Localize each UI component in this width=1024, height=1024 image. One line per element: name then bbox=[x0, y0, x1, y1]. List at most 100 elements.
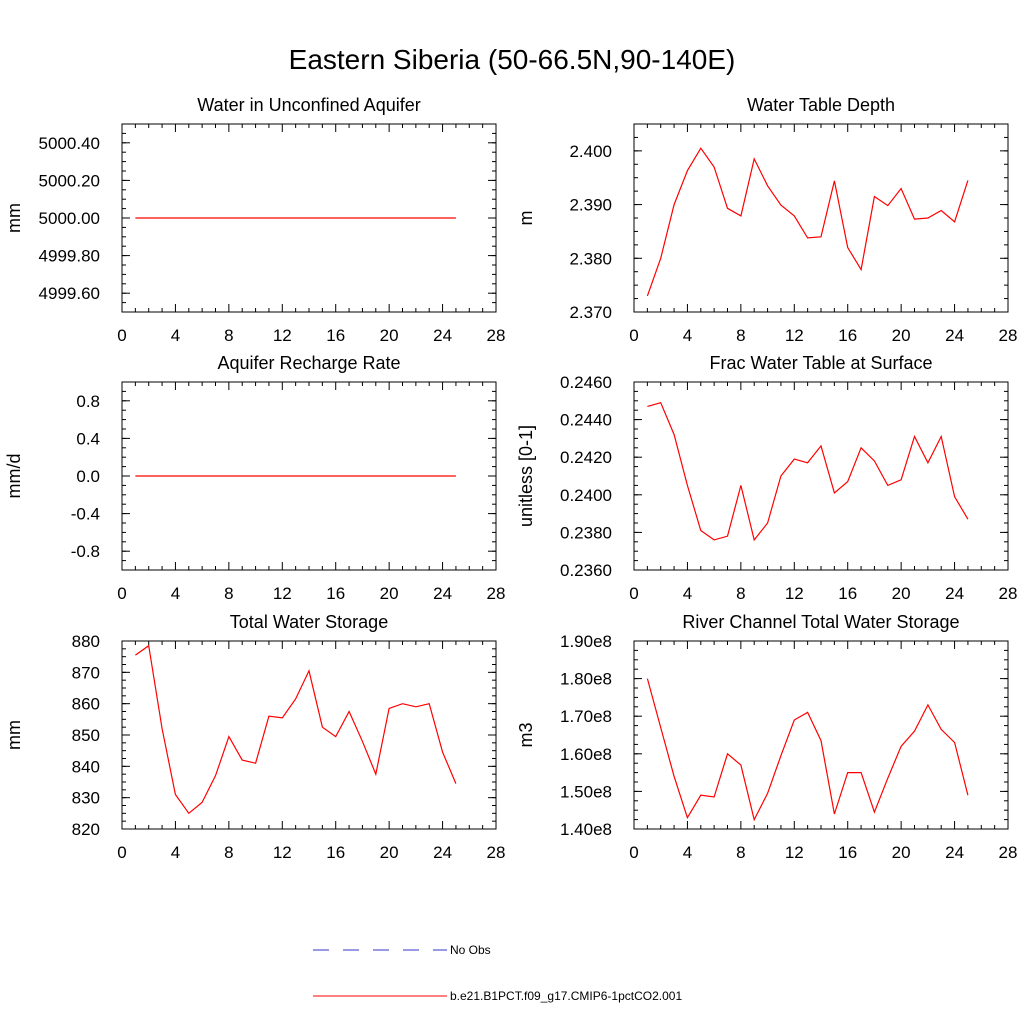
x-tick-label: 28 bbox=[487, 584, 506, 603]
y-axis-label: mm/d bbox=[4, 454, 24, 499]
y-tick-label: 0.8 bbox=[76, 392, 100, 411]
x-tick-label: 16 bbox=[326, 584, 345, 603]
x-tick-label: 12 bbox=[273, 843, 292, 862]
x-tick-label: 4 bbox=[683, 843, 692, 862]
panel-title: Water Table Depth bbox=[747, 95, 895, 115]
x-tick-label: 8 bbox=[224, 584, 233, 603]
x-tick-label: 4 bbox=[171, 326, 180, 345]
y-tick-label: 0.2360 bbox=[560, 561, 612, 580]
x-tick-label: 28 bbox=[487, 843, 506, 862]
legend-label-no-obs: No Obs bbox=[450, 943, 491, 957]
x-tick-label: 20 bbox=[892, 843, 911, 862]
panel-title: River Channel Total Water Storage bbox=[682, 612, 959, 632]
y-tick-label: 0.2420 bbox=[560, 448, 612, 467]
y-tick-label: 2.390 bbox=[569, 196, 612, 215]
y-tick-label: 2.400 bbox=[569, 142, 612, 161]
panel-title: Total Water Storage bbox=[230, 612, 388, 632]
y-tick-label: 870 bbox=[72, 663, 100, 682]
plot-frame bbox=[633, 123, 1009, 313]
y-tick-label: 840 bbox=[72, 757, 100, 776]
y-tick-label: 1.90e8 bbox=[560, 632, 612, 651]
x-tick-label: 4 bbox=[683, 584, 692, 603]
x-tick-label: 0 bbox=[117, 584, 126, 603]
y-tick-label: 1.80e8 bbox=[560, 670, 612, 689]
y-tick-label: 880 bbox=[72, 632, 100, 651]
plot-frame bbox=[633, 640, 1009, 830]
x-tick-label: 12 bbox=[785, 843, 804, 862]
series-line bbox=[135, 644, 457, 815]
x-tick-label: 12 bbox=[273, 584, 292, 603]
x-tick-label: 0 bbox=[629, 584, 638, 603]
x-tick-label: 20 bbox=[892, 584, 911, 603]
panel-title: Frac Water Table at Surface bbox=[709, 353, 932, 373]
x-tick-label: 16 bbox=[838, 326, 857, 345]
x-tick-label: 28 bbox=[999, 326, 1018, 345]
x-tick-label: 12 bbox=[273, 326, 292, 345]
x-tick-label: 8 bbox=[736, 843, 745, 862]
y-tick-label: 850 bbox=[72, 726, 100, 745]
x-tick-label: 24 bbox=[433, 843, 452, 862]
series-line bbox=[647, 401, 969, 542]
y-tick-label: 0.2440 bbox=[560, 411, 612, 430]
y-tick-label: -0.8 bbox=[71, 542, 100, 561]
y-axis-label: unitless [0-1] bbox=[516, 425, 536, 527]
x-tick-label: 28 bbox=[999, 843, 1018, 862]
y-tick-label: 5000.40 bbox=[39, 134, 100, 153]
y-tick-label: 830 bbox=[72, 789, 100, 808]
x-tick-label: 16 bbox=[838, 843, 857, 862]
y-tick-label: 1.40e8 bbox=[560, 820, 612, 839]
x-tick-label: 28 bbox=[999, 584, 1018, 603]
x-tick-label: 28 bbox=[487, 326, 506, 345]
y-axis-label: m bbox=[516, 211, 536, 226]
series-line bbox=[646, 147, 969, 297]
y-tick-label: 4999.60 bbox=[39, 284, 100, 303]
x-tick-label: 12 bbox=[785, 584, 804, 603]
panel-title: Aquifer Recharge Rate bbox=[217, 353, 400, 373]
y-tick-label: 0.4 bbox=[76, 429, 100, 448]
y-tick-label: 1.70e8 bbox=[560, 707, 612, 726]
x-tick-label: 16 bbox=[326, 843, 345, 862]
legend-label-model-run: b.e21.B1PCT.f09_g17.CMIP6-1pctCO2.001 bbox=[450, 989, 683, 1003]
plot-frame bbox=[633, 381, 1009, 571]
x-tick-label: 0 bbox=[629, 843, 638, 862]
x-tick-label: 20 bbox=[892, 326, 911, 345]
y-tick-label: 4999.80 bbox=[39, 247, 100, 266]
x-tick-label: 20 bbox=[380, 326, 399, 345]
y-tick-label: 1.60e8 bbox=[560, 745, 612, 764]
y-tick-label: 2.380 bbox=[569, 249, 612, 268]
y-tick-label: 0.2380 bbox=[560, 523, 612, 542]
panel-title: Water in Unconfined Aquifer bbox=[197, 95, 420, 115]
x-tick-label: 20 bbox=[380, 584, 399, 603]
y-tick-label: -0.4 bbox=[71, 505, 100, 524]
x-tick-label: 4 bbox=[683, 326, 692, 345]
x-tick-label: 24 bbox=[945, 843, 964, 862]
y-tick-label: 820 bbox=[72, 820, 100, 839]
x-tick-label: 24 bbox=[945, 584, 964, 603]
series-line bbox=[646, 678, 969, 822]
x-tick-label: 8 bbox=[736, 584, 745, 603]
y-axis-label: mm bbox=[4, 203, 24, 233]
x-tick-label: 24 bbox=[945, 326, 964, 345]
x-tick-label: 8 bbox=[736, 326, 745, 345]
y-tick-label: 5000.20 bbox=[39, 171, 100, 190]
y-tick-label: 0.2460 bbox=[560, 373, 612, 392]
x-tick-label: 4 bbox=[171, 843, 180, 862]
y-tick-label: 860 bbox=[72, 695, 100, 714]
x-tick-label: 8 bbox=[224, 843, 233, 862]
x-tick-label: 0 bbox=[117, 326, 126, 345]
y-axis-label: m3 bbox=[516, 722, 536, 747]
y-tick-label: 2.370 bbox=[569, 303, 612, 322]
x-tick-label: 12 bbox=[785, 326, 804, 345]
x-tick-label: 24 bbox=[433, 326, 452, 345]
y-tick-label: 5000.00 bbox=[39, 209, 100, 228]
x-tick-label: 0 bbox=[117, 843, 126, 862]
x-tick-label: 8 bbox=[224, 326, 233, 345]
x-tick-label: 4 bbox=[171, 584, 180, 603]
x-tick-label: 24 bbox=[433, 584, 452, 603]
x-tick-label: 16 bbox=[838, 584, 857, 603]
y-tick-label: 0.0 bbox=[76, 467, 100, 486]
plot-frame bbox=[121, 640, 497, 830]
y-tick-label: 0.2400 bbox=[560, 486, 612, 505]
x-tick-label: 16 bbox=[326, 326, 345, 345]
